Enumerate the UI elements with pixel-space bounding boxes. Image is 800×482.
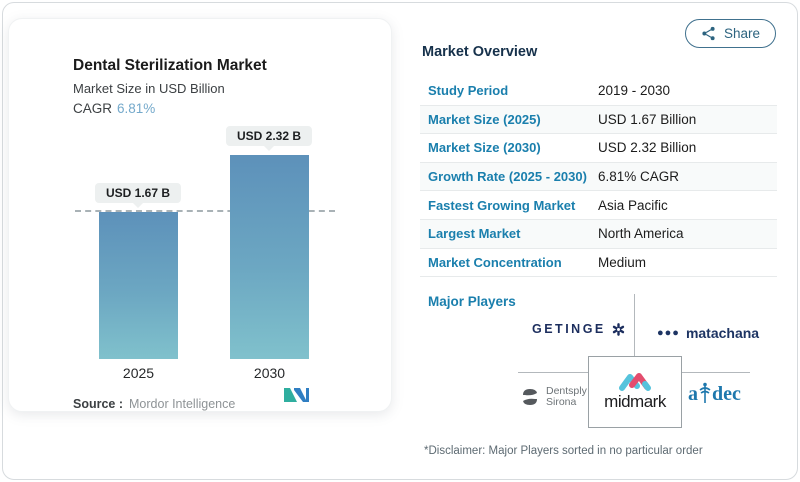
cagr-value: 6.81%	[117, 101, 156, 116]
mordor-intelligence-logo-icon	[283, 385, 310, 409]
row-value: USD 1.67 Billion	[598, 111, 697, 127]
row-value: 6.81% CAGR	[598, 169, 680, 185]
cagr-line: CAGR 6.81%	[73, 101, 155, 116]
row-label: Market Concentration	[428, 254, 562, 270]
overview-table: Study Period 2019 - 2030 Market Size (20…	[420, 77, 777, 278]
overview-heading: Market Overview	[422, 44, 538, 60]
getinge-asterisk-icon	[612, 322, 625, 336]
chart-title: Dental Sterilization Market	[73, 57, 267, 74]
row-label: Largest Market	[428, 226, 521, 242]
source-value: Mordor Intelligence	[129, 397, 236, 411]
table-row-market-size-2030: Market Size (2030) USD 2.32 Billion	[420, 134, 777, 163]
dentsply-sirona-wordmark: Dentsply Sirona	[546, 386, 587, 408]
matachana-dots-icon: ●●●	[657, 327, 680, 339]
cagr-label: CAGR	[73, 101, 113, 116]
chart-card: Dental Sterilization Market Market Size …	[8, 18, 392, 412]
adec-dec: dec	[712, 383, 741, 405]
table-row-market-size-2025: Market Size (2025) USD 1.67 Billion	[420, 105, 777, 135]
table-row-largest-market: Largest Market North America	[420, 219, 777, 249]
row-value: Asia Pacific	[598, 197, 668, 213]
midmark-wordmark: midmark	[604, 392, 666, 411]
row-value: USD 2.32 Billion	[598, 140, 697, 156]
reference-dashed-line	[75, 210, 335, 212]
bar-2030	[230, 155, 309, 359]
row-value: Medium	[598, 254, 647, 270]
dentsply-line2: Sirona	[546, 396, 577, 408]
adec-caduceus-icon	[699, 382, 711, 404]
x-tick-2030: 2030	[253, 365, 286, 381]
major-players-label: Major Players	[428, 294, 516, 309]
share-button-label: Share	[723, 26, 760, 41]
x-tick-2025: 2025	[122, 365, 155, 381]
source-label: Source :	[73, 397, 124, 411]
row-label: Study Period	[428, 83, 509, 99]
major-players-section: Major Players GETINGE ●●● matachana	[420, 288, 778, 438]
row-label: Market Size (2025)	[428, 111, 541, 127]
table-row-study-period: Study Period 2019 - 2030	[420, 77, 777, 106]
source-row: Source : Mordor Intelligence	[73, 397, 235, 411]
row-label: Fastest Growing Market	[428, 197, 576, 213]
midmark-chevron-icon	[618, 372, 652, 391]
table-row-market-concentration: Market Concentration Medium	[420, 249, 777, 278]
matachana-logo: ●●● matachana	[657, 325, 759, 341]
share-icon	[701, 26, 716, 41]
getinge-wordmark: GETINGE	[532, 322, 606, 336]
row-value: 2019 - 2030	[598, 83, 671, 99]
market-overview: Market Overview Study Period 2019 - 2030…	[420, 44, 777, 278]
share-button[interactable]: Share	[684, 19, 776, 48]
dentsply-line1: Dentsply	[546, 385, 587, 397]
bar-label-2025: USD 1.67 B	[94, 183, 182, 203]
dentsply-sirona-logo: Dentsply Sirona	[520, 386, 587, 408]
matachana-wordmark: matachana	[685, 325, 760, 341]
bar-2025	[99, 212, 178, 359]
row-label: Market Size (2030)	[428, 140, 541, 156]
adec-logo: a dec	[688, 382, 741, 406]
getinge-logo: GETINGE	[532, 322, 625, 336]
row-label: Growth Rate (2025 - 2030)	[428, 169, 587, 185]
midmark-logo: midmark	[588, 356, 682, 428]
bar-chart: USD 1.67 B USD 2.32 B	[9, 19, 391, 359]
chart-subtitle: Market Size in USD Billion	[73, 81, 225, 96]
dentsply-sirona-globe-icon	[520, 387, 540, 407]
row-value: North America	[598, 226, 684, 242]
table-row-fastest-growing-market: Fastest Growing Market Asia Pacific	[420, 191, 777, 220]
bar-label-2030: USD 2.32 B	[225, 126, 313, 146]
table-row-growth-rate: Growth Rate (2025 - 2030) 6.81% CAGR	[420, 162, 777, 192]
disclaimer-text: *Disclaimer: Major Players sorted in no …	[424, 445, 703, 457]
adec-a: a	[688, 383, 698, 405]
connector-vertical-line	[634, 294, 635, 357]
